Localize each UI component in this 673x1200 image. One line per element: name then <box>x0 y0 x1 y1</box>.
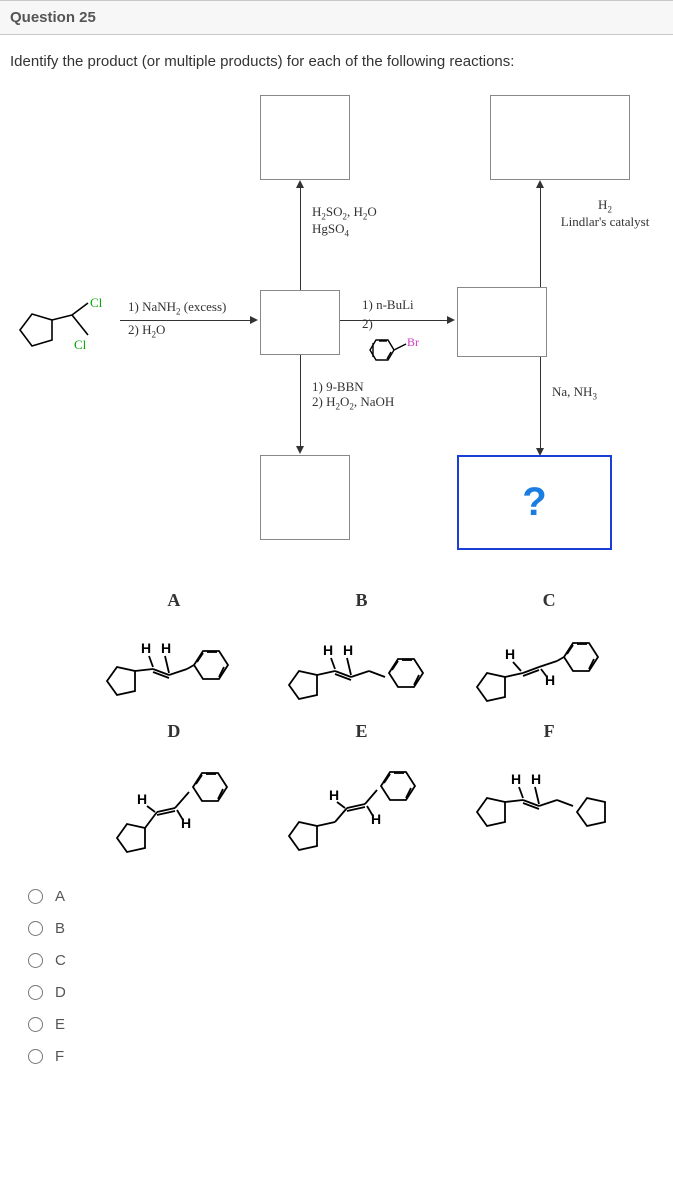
benzyl-bromide-icon: Br <box>362 328 432 372</box>
svg-text:H: H <box>137 791 147 807</box>
choice-label-F: F <box>465 721 633 742</box>
structure-F: H H <box>465 762 633 862</box>
radio-label-B: B <box>55 920 65 937</box>
svg-text:Br: Br <box>407 335 419 349</box>
reagent-2-label: H2SO2, H2O HgSO4 <box>312 205 377 239</box>
reagent-5-label: H2 Lindlar's catalyst <box>550 198 660 230</box>
radio-input-F[interactable] <box>28 1049 43 1064</box>
starting-material: Cl Cl <box>10 295 120 365</box>
radio-option-B[interactable]: B <box>28 912 663 944</box>
radio-label-E: E <box>55 1016 65 1033</box>
svg-text:H: H <box>545 672 555 688</box>
cl-atom: Cl <box>74 337 87 352</box>
structure-B: H H <box>278 631 446 711</box>
intermediate-box-2 <box>457 287 547 357</box>
svg-text:H: H <box>161 640 171 656</box>
question-content: Identify the product (or multiple produc… <box>0 35 673 1072</box>
svg-text:H: H <box>181 815 191 831</box>
svg-text:H: H <box>141 640 151 656</box>
radio-label-F: F <box>55 1048 64 1065</box>
radio-option-E[interactable]: E <box>28 1008 663 1040</box>
intermediate-box-1 <box>260 290 340 355</box>
reagent-4-label: 1) 9-BBN 2) H2O2, NaOH <box>312 380 394 412</box>
question-prompt: Identify the product (or multiple produc… <box>10 53 663 70</box>
radio-option-A[interactable]: A <box>28 880 663 912</box>
svg-text:H: H <box>371 811 381 827</box>
radio-input-B[interactable] <box>28 921 43 936</box>
radio-label-A: A <box>55 888 65 905</box>
structure-E: H H <box>278 762 446 862</box>
product-box-bottom <box>260 455 350 540</box>
reagent-6-label: Na, NH3 <box>552 385 597 402</box>
svg-text:H: H <box>511 771 521 787</box>
radio-option-C[interactable]: C <box>28 944 663 976</box>
cl-atom: Cl <box>90 295 103 310</box>
structure-C: H H <box>465 631 633 711</box>
choice-label-D: D <box>90 721 258 742</box>
reagent-3-label: 1) n-BuLi 2) <box>362 298 414 332</box>
svg-text:H: H <box>323 642 333 658</box>
product-box-top-left <box>260 95 350 180</box>
radio-label-D: D <box>55 984 66 1001</box>
svg-text:H: H <box>329 787 339 803</box>
choice-label-E: E <box>278 721 446 742</box>
choice-label-A: A <box>90 590 258 611</box>
svg-text:H: H <box>505 646 515 662</box>
radio-option-D[interactable]: D <box>28 976 663 1008</box>
structure-D: H H <box>90 762 258 862</box>
reaction-scheme: Cl Cl 1) NaNH2 (excess) 2) H2O H2SO2, H2… <box>20 90 663 580</box>
radio-option-F[interactable]: F <box>28 1040 663 1072</box>
question-header: Question 25 <box>0 0 673 35</box>
choice-label-B: B <box>278 590 446 611</box>
answer-choice-structures: A B C H H <box>10 590 663 862</box>
radio-input-A[interactable] <box>28 889 43 904</box>
target-product-box: ? <box>457 455 612 550</box>
choice-label-C: C <box>465 590 633 611</box>
svg-text:H: H <box>343 642 353 658</box>
svg-text:H: H <box>531 771 541 787</box>
radio-label-C: C <box>55 952 66 969</box>
structure-A: H H <box>90 631 258 711</box>
radio-options-list: A B C D E F <box>10 862 663 1072</box>
radio-input-E[interactable] <box>28 1017 43 1032</box>
radio-input-D[interactable] <box>28 985 43 1000</box>
radio-input-C[interactable] <box>28 953 43 968</box>
product-box-top-right <box>490 95 630 180</box>
